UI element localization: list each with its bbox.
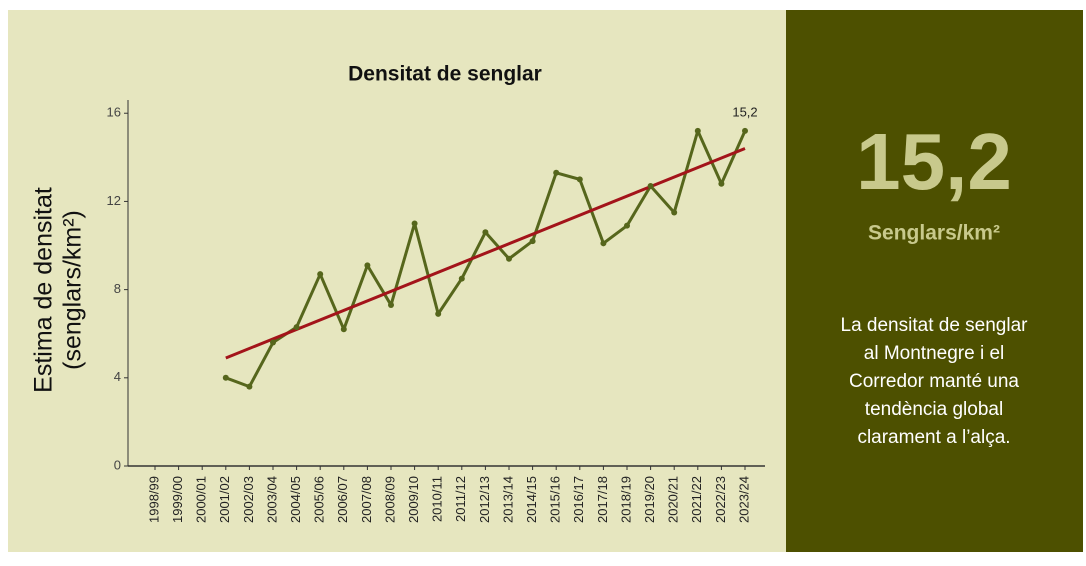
x-tick-label: 2001/02 xyxy=(217,476,232,523)
data-point xyxy=(671,209,678,216)
panel-text: al Montnegre i el xyxy=(864,343,1004,364)
y-tick-label: 8 xyxy=(114,281,121,296)
x-tick-label: 2003/04 xyxy=(264,476,279,523)
x-tick-label: 2010/11 xyxy=(430,476,445,522)
data-point xyxy=(458,275,465,282)
y-tick-label: 4 xyxy=(114,369,121,384)
x-tick-label: 2021/22 xyxy=(689,476,704,523)
x-tick-label: 2018/19 xyxy=(618,476,633,523)
panel-value: 15,2 xyxy=(856,117,1012,206)
panel-text: clarament a l’alça. xyxy=(857,427,1010,448)
x-tick-label: 2019/20 xyxy=(642,476,657,523)
x-tick-label: 1999/00 xyxy=(170,476,185,523)
x-tick-label: 2000/01 xyxy=(194,476,209,523)
data-point xyxy=(742,127,748,134)
data-point xyxy=(624,222,630,229)
data-point xyxy=(411,220,418,227)
x-tick-label: 2006/07 xyxy=(335,476,350,523)
y-tick-label: 0 xyxy=(114,457,121,472)
y-axis-title: (senglars/km²) xyxy=(59,210,87,370)
x-tick-label: 2002/03 xyxy=(241,476,256,523)
data-point xyxy=(435,310,442,317)
y-tick-label: 12 xyxy=(107,193,121,208)
data-point xyxy=(246,383,253,390)
data-point xyxy=(293,324,300,331)
panel-text: Corredor manté una xyxy=(849,371,1019,392)
x-tick-label: 2004/05 xyxy=(288,476,303,523)
data-point xyxy=(506,255,512,262)
x-tick-label: 2009/10 xyxy=(406,476,421,523)
y-axis-title: Estima de densitat xyxy=(30,187,58,393)
data-point xyxy=(600,240,607,247)
x-tick-label: 2005/06 xyxy=(312,476,327,523)
x-tick-label: 2017/18 xyxy=(595,476,610,523)
data-point xyxy=(388,302,394,309)
data-point xyxy=(694,127,701,134)
x-tick-label: 2020/21 xyxy=(666,476,681,523)
x-tick-label: 2011/12 xyxy=(453,476,468,522)
data-point xyxy=(718,180,725,187)
x-tick-label: 2022/23 xyxy=(713,476,728,523)
data-point xyxy=(529,238,536,245)
panel-unit: Senglars/km² xyxy=(868,222,1000,245)
data-point xyxy=(647,182,654,189)
panel-text: La densitat de senglar xyxy=(841,315,1029,336)
trend-line xyxy=(225,147,746,360)
panel-text: tendència global xyxy=(865,399,1003,420)
x-tick-label: 2023/24 xyxy=(736,476,751,523)
data-point xyxy=(222,374,229,381)
x-tick-label: 2012/13 xyxy=(477,476,492,523)
x-tick-label: 2007/08 xyxy=(359,476,374,523)
x-tick-label: 2013/14 xyxy=(500,476,515,523)
data-point xyxy=(553,169,560,176)
data-label: 15,2 xyxy=(732,104,757,119)
data-point xyxy=(364,262,371,269)
y-tick-label: 16 xyxy=(107,105,121,120)
x-tick-label: 1998/99 xyxy=(146,476,161,523)
x-tick-label: 2016/17 xyxy=(571,476,586,523)
data-point xyxy=(482,229,489,236)
data-point xyxy=(576,176,583,183)
data-point xyxy=(317,271,324,278)
data-point xyxy=(270,339,276,346)
chart-title: Densitat de senglar xyxy=(348,63,542,86)
data-point xyxy=(340,326,347,333)
x-tick-label: 2014/15 xyxy=(524,476,539,523)
x-tick-label: 2015/16 xyxy=(548,476,563,523)
info-panel xyxy=(786,10,1083,552)
x-tick-label: 2008/09 xyxy=(382,476,397,523)
